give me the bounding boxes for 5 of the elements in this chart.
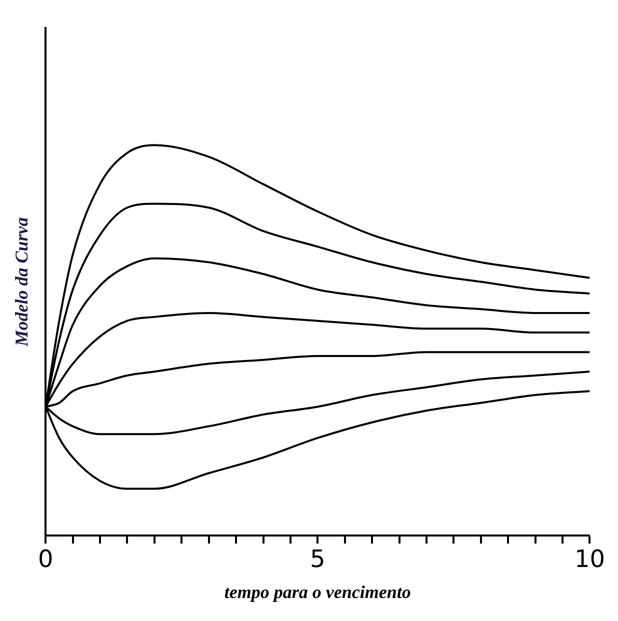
x-tick-label: 0 — [38, 545, 54, 574]
y-axis-title: Modelo da Curva — [11, 217, 32, 348]
x-tick-label: 5 — [310, 545, 326, 574]
x-axis-title: tempo para o vencimento — [224, 582, 411, 602]
x-tick-label: 10 — [574, 545, 606, 574]
